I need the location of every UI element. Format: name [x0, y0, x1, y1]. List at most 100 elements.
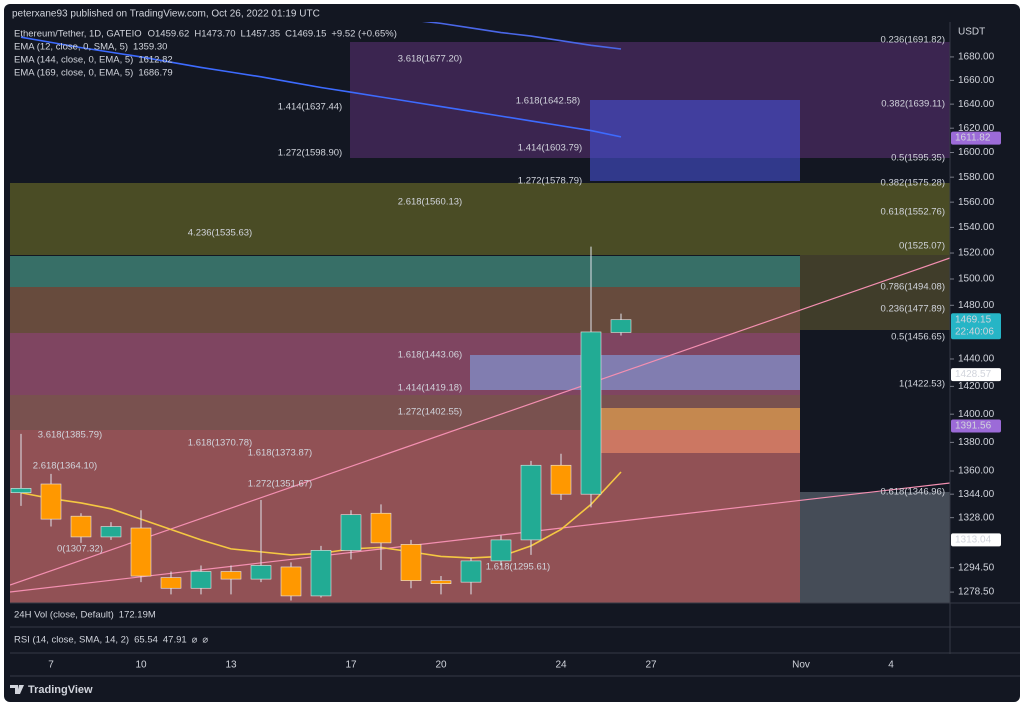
- y-tick-label: 1520.00: [958, 248, 995, 259]
- ohlc-value: +9.52 (+0.65%): [331, 29, 397, 40]
- panel-title: RSI (14, close, SMA, 14, 2): [14, 635, 129, 646]
- fib-label: 3.618(1677.20): [398, 54, 462, 65]
- fib-label: 0.5(1456.65): [891, 332, 945, 343]
- candle-body: [520, 464, 542, 541]
- fib-label: 1.618(1295.61): [486, 562, 550, 573]
- fib-label: 1.618(1642.58): [516, 96, 580, 107]
- panel-value: ⌀: [202, 635, 208, 646]
- y-tick-label: 1480.00: [958, 300, 995, 311]
- fib-label: 0.236(1477.89): [881, 304, 945, 315]
- candle-body: [430, 580, 452, 584]
- fib-label: 0(1307.32): [57, 544, 103, 555]
- x-tick-label: Nov: [792, 660, 810, 671]
- fib-label: 1.272(1402.55): [398, 407, 462, 418]
- price-label-bg: [951, 419, 1001, 433]
- legend-entry: EMA (144, close, 0, EMA, 5): [14, 55, 133, 66]
- x-tick-label: 4: [888, 660, 894, 671]
- x-tick-label: 24: [555, 660, 567, 671]
- price-label: 1611.82: [955, 133, 991, 144]
- price-label: 1391.56: [955, 421, 992, 432]
- plot-area: 0.236(1691.82) 0.382(1639.11) 0.5(1595.35)…: [10, 22, 945, 601]
- price-label-bg: [951, 313, 1001, 340]
- ohlc-value: L1457.35: [241, 29, 281, 40]
- candle-body: [70, 515, 92, 538]
- fib-zone: [10, 183, 950, 255]
- y-tick-label: 1560.00: [958, 197, 995, 208]
- candle-body: [10, 488, 32, 494]
- fib-zone: [10, 287, 800, 333]
- price-label: 1428.57: [955, 369, 992, 380]
- symbol: Ethereum/Tether, 1D, GATEIO: [14, 29, 142, 40]
- fib-label: 1.272(1578.79): [518, 176, 582, 187]
- fib-zone: [470, 355, 800, 390]
- price-label: 1469.15: [955, 314, 992, 325]
- candle-body: [400, 544, 422, 581]
- fib-label: 3.618(1385.79): [38, 430, 102, 441]
- y-tick-label: 1278.50: [958, 587, 995, 598]
- x-tick-label: 10: [135, 660, 147, 671]
- fib-label: 2.618(1364.10): [33, 461, 97, 472]
- y-tick-label: 1620.00: [958, 123, 995, 134]
- y-tick-label: 1360.00: [958, 466, 995, 477]
- candle-body: [340, 514, 362, 551]
- y-tick-label: 1328.00: [958, 512, 995, 523]
- ema-line: [421, 22, 622, 50]
- x-tick-label: 27: [645, 660, 657, 671]
- candle-body: [250, 565, 272, 580]
- panel-title: 24H Vol (close, Default): [14, 610, 114, 621]
- candle-body: [220, 571, 242, 580]
- legend-entry: EMA (12, close, 0, SMA, 5): [14, 42, 128, 53]
- panel-value: 65.54: [134, 635, 158, 646]
- candle-body: [40, 483, 62, 520]
- fib-label: 1.618(1373.87): [248, 448, 312, 459]
- price-label-bg: [951, 368, 1001, 382]
- fib-label: 2.618(1560.13): [398, 197, 462, 208]
- y-tick-label: 1540.00: [958, 222, 995, 233]
- fib-label: 1.272(1351.67): [248, 479, 312, 490]
- candle-body: [190, 571, 212, 589]
- y-tick-label: 1500.00: [958, 274, 995, 285]
- x-tick-label: 17: [345, 660, 357, 671]
- ema-line: [20, 36, 622, 138]
- y-tick-label: 1344.00: [958, 489, 995, 500]
- brand: TradingView: [28, 684, 93, 696]
- legend-entry: EMA (169, close, 0, EMA, 5): [14, 68, 133, 79]
- y-unit: USDT: [958, 27, 985, 38]
- fib-label: 0.382(1639.11): [881, 99, 945, 110]
- fib-label: 0.618(1346.96): [881, 487, 945, 498]
- y-tick-label: 1294.50: [958, 562, 995, 573]
- fib-label: 1.272(1598.90): [278, 148, 342, 159]
- panel-value: 47.91: [163, 635, 187, 646]
- candle-body: [160, 577, 182, 589]
- fib-label: 1.414(1637.44): [278, 102, 342, 113]
- fib-label: 0.5(1595.35): [891, 153, 945, 164]
- fib-zone: [10, 256, 800, 287]
- y-tick-label: 1680.00: [958, 52, 995, 63]
- y-tick-label: 1600.00: [958, 147, 995, 158]
- trend-line: [10, 257, 950, 586]
- y-tick-label: 1640.00: [958, 99, 995, 110]
- x-tick-label: 7: [48, 660, 54, 671]
- candle-body: [490, 539, 512, 562]
- candle-body: [580, 331, 602, 495]
- fib-label: 0(1525.07): [899, 241, 945, 252]
- x-tick-label: 20: [435, 660, 447, 671]
- ohlc-value: H1473.70: [194, 29, 235, 40]
- fib-zone: [590, 100, 800, 181]
- fib-label: 1(1422.53): [899, 379, 945, 390]
- fib-label: 1.618(1443.06): [398, 350, 462, 361]
- legend-value: 1612.82: [138, 55, 172, 66]
- fib-label: 0.382(1575.28): [881, 178, 945, 189]
- brand-logo: [10, 685, 24, 694]
- y-tick-label: 1420.00: [958, 381, 995, 392]
- candle-body: [280, 566, 302, 597]
- price-label: 1313.04: [955, 534, 992, 545]
- y-tick-label: 1400.00: [958, 409, 995, 420]
- fib-zone: [800, 492, 950, 603]
- candle-body: [550, 464, 572, 495]
- y-tick-label: 1380.00: [958, 437, 995, 448]
- panel-value: ⌀: [192, 635, 198, 646]
- fib-label: 1.618(1370.78): [188, 438, 252, 449]
